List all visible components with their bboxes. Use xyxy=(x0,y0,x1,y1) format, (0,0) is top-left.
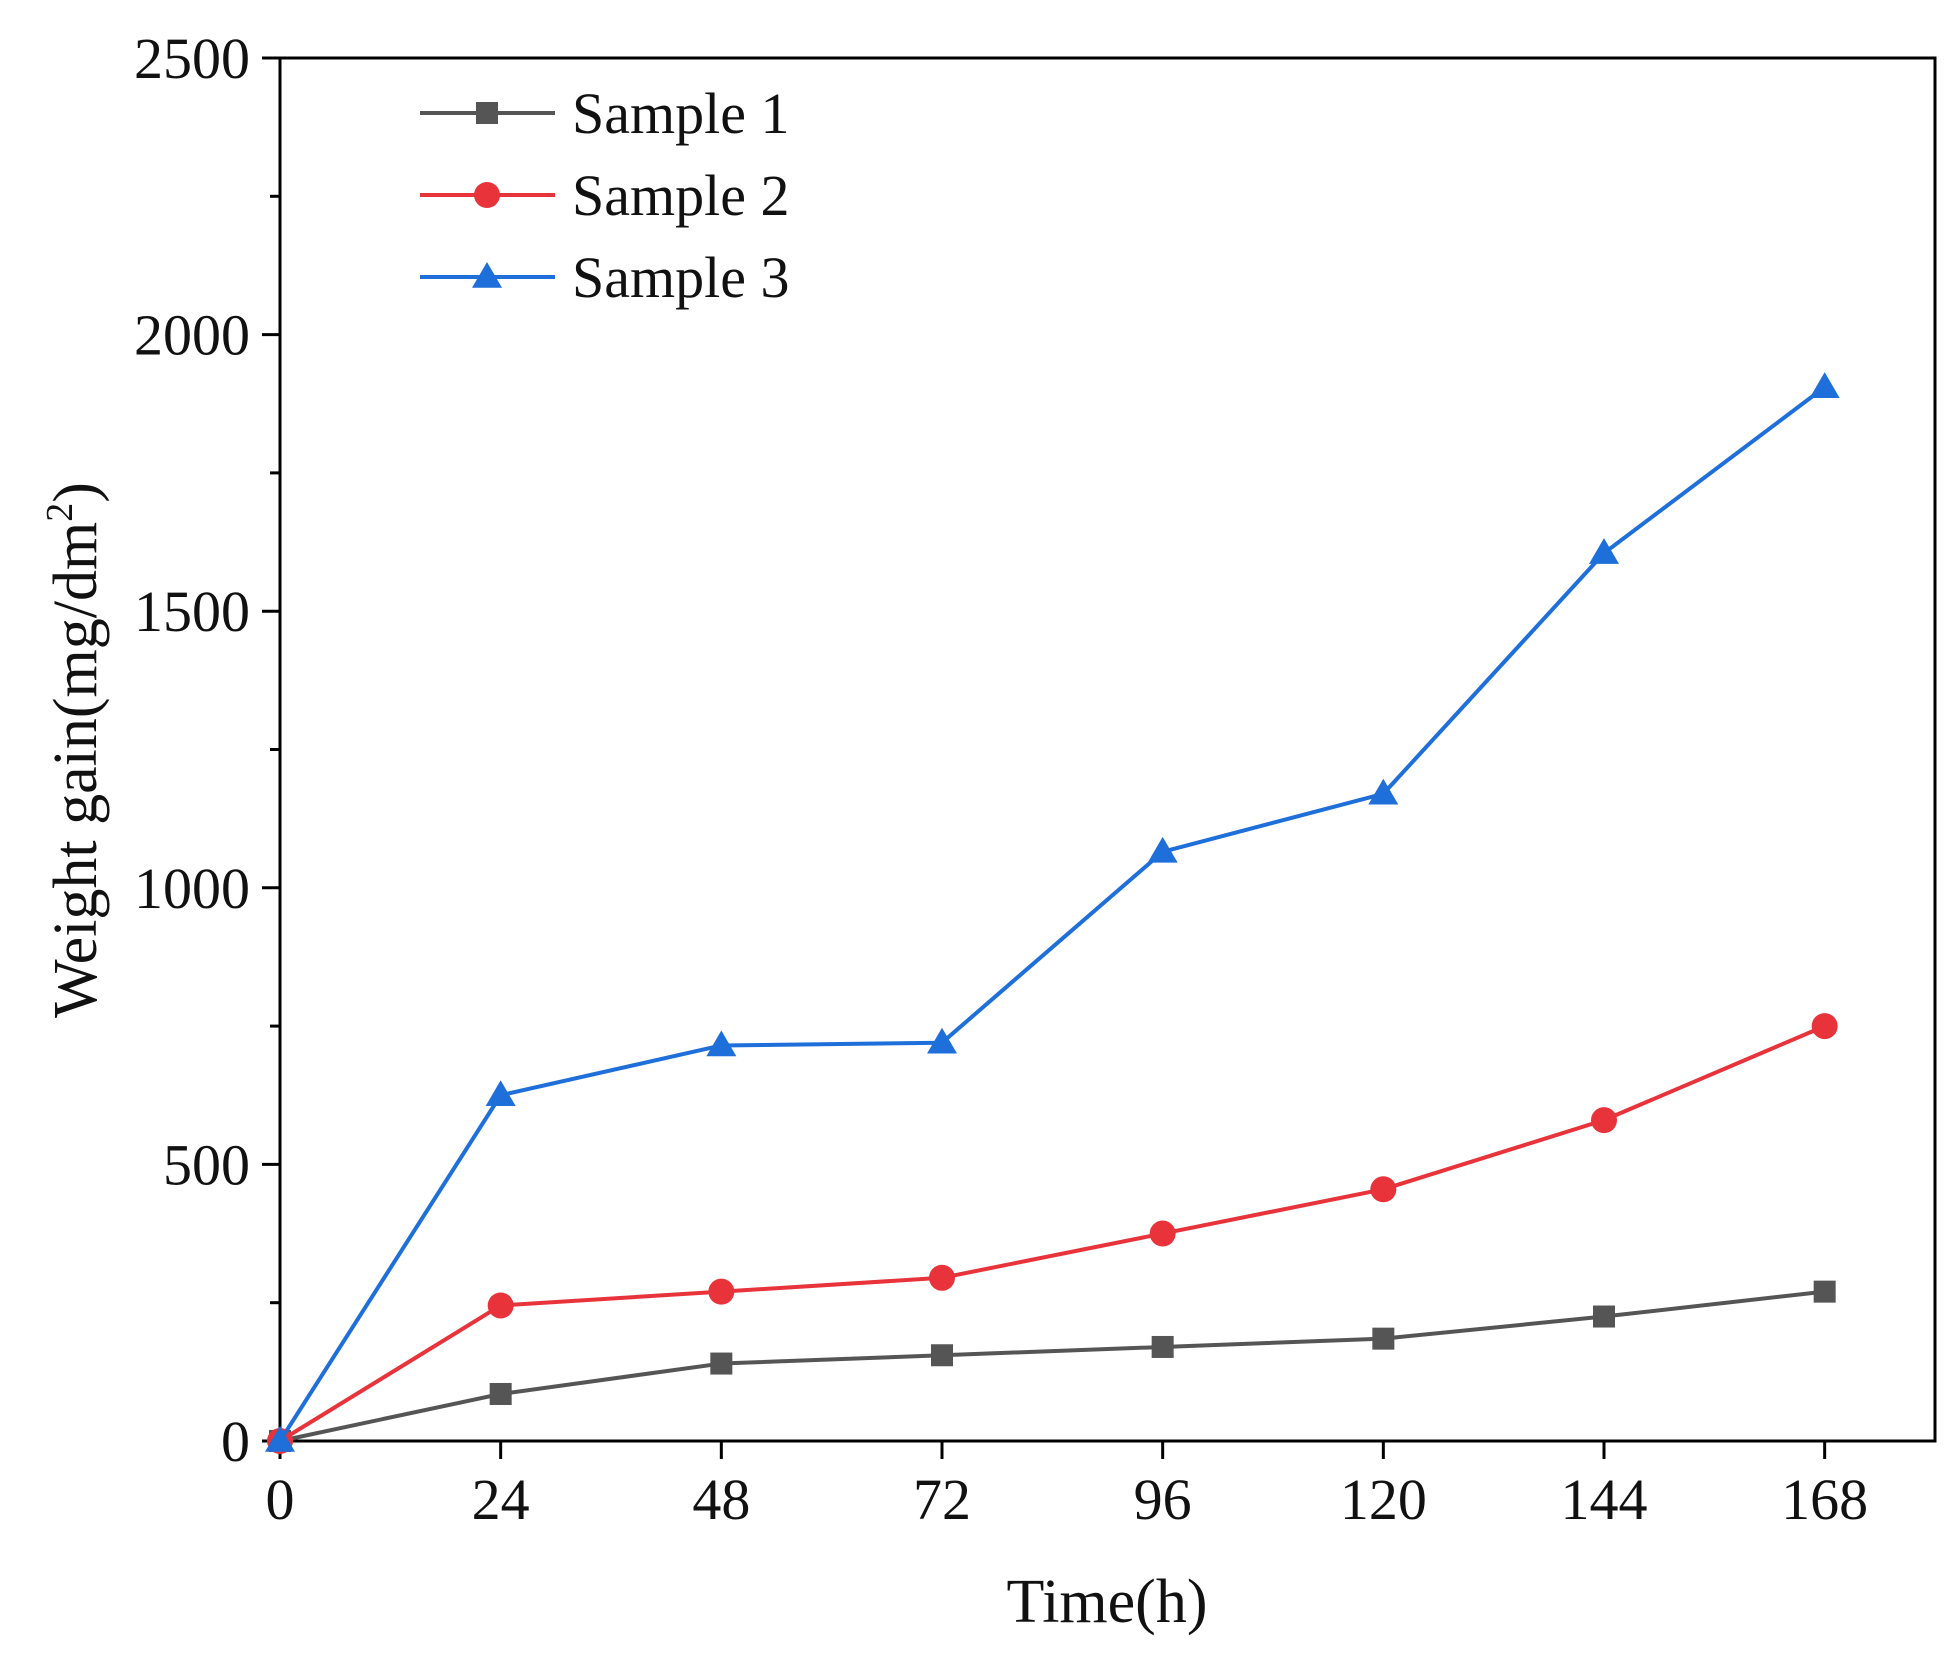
data-point xyxy=(1811,1013,1838,1040)
y-tick-label: 1500 xyxy=(134,579,250,644)
series-1 xyxy=(269,1280,1836,1452)
data-point xyxy=(1589,538,1619,564)
legend-item: Sample 2 xyxy=(420,163,789,228)
y-tick-label: 0 xyxy=(221,1409,250,1474)
x-tick-label: 120 xyxy=(1340,1467,1427,1532)
data-point xyxy=(1372,1327,1395,1350)
x-axis-title: Time(h) xyxy=(1007,1568,1208,1636)
y-tick-label: 2000 xyxy=(134,303,250,368)
data-point xyxy=(708,1278,735,1305)
x-tick-label: 48 xyxy=(692,1467,750,1532)
x-axis: 0 24 48 72 96 120 144 168 xyxy=(266,1441,1868,1532)
x-tick-label: 72 xyxy=(913,1467,971,1532)
y-axis-title-superscript: 2 xyxy=(39,503,81,522)
legend-marker xyxy=(472,262,502,288)
data-point xyxy=(1147,836,1178,863)
data-point xyxy=(927,1027,957,1054)
data-point xyxy=(1149,1220,1176,1247)
data-point xyxy=(931,1344,953,1367)
data-point xyxy=(1370,1176,1397,1203)
data-point xyxy=(1809,372,1840,398)
data-point xyxy=(706,1030,737,1057)
data-point xyxy=(485,1080,516,1107)
series-3 xyxy=(265,372,1840,1452)
series-line xyxy=(278,385,1826,1443)
data-point xyxy=(487,1292,514,1319)
data-point xyxy=(1368,778,1399,805)
y-axis: 0 500 1000 1500 2000 2500 xyxy=(134,26,280,1474)
legend-label: Sample 1 xyxy=(572,81,789,146)
y-tick-label: 500 xyxy=(163,1132,250,1197)
legend-item: Sample 1 xyxy=(420,81,789,146)
legend-label: Sample 3 xyxy=(572,245,789,310)
data-point xyxy=(1591,1107,1617,1134)
x-tick-label: 144 xyxy=(1561,1467,1648,1532)
data-point xyxy=(1593,1305,1615,1328)
data-point xyxy=(1151,1335,1174,1358)
legend-marker xyxy=(474,182,500,208)
x-tick-label: 0 xyxy=(266,1467,295,1532)
data-point xyxy=(929,1264,955,1291)
y-axis-title: Weight gain(mg/dm2) xyxy=(39,482,110,1018)
legend-label: Sample 2 xyxy=(572,163,789,228)
legend-item: Sample 3 xyxy=(420,245,789,310)
data-point xyxy=(710,1352,733,1375)
data-point xyxy=(1813,1280,1836,1303)
series-line xyxy=(278,1024,1826,1443)
series-2 xyxy=(267,1013,1838,1454)
y-axis-title-close: ) xyxy=(42,482,110,503)
x-tick-label: 168 xyxy=(1781,1467,1868,1532)
x-tick-label: 96 xyxy=(1134,1467,1192,1532)
data-point xyxy=(489,1382,512,1405)
series-line xyxy=(279,1289,1825,1443)
y-tick-label: 2500 xyxy=(134,26,250,91)
y-axis-title-main: Weight gain(mg/dm xyxy=(42,522,110,1018)
legend: Sample 1 Sample 2 Sample 3 xyxy=(420,81,789,310)
data-point xyxy=(265,1426,295,1452)
y-tick-label: 1000 xyxy=(134,856,250,921)
plot-frame xyxy=(278,56,1937,1443)
legend-marker xyxy=(476,102,498,124)
x-tick-label: 24 xyxy=(472,1467,530,1532)
series-layer xyxy=(265,372,1840,1454)
